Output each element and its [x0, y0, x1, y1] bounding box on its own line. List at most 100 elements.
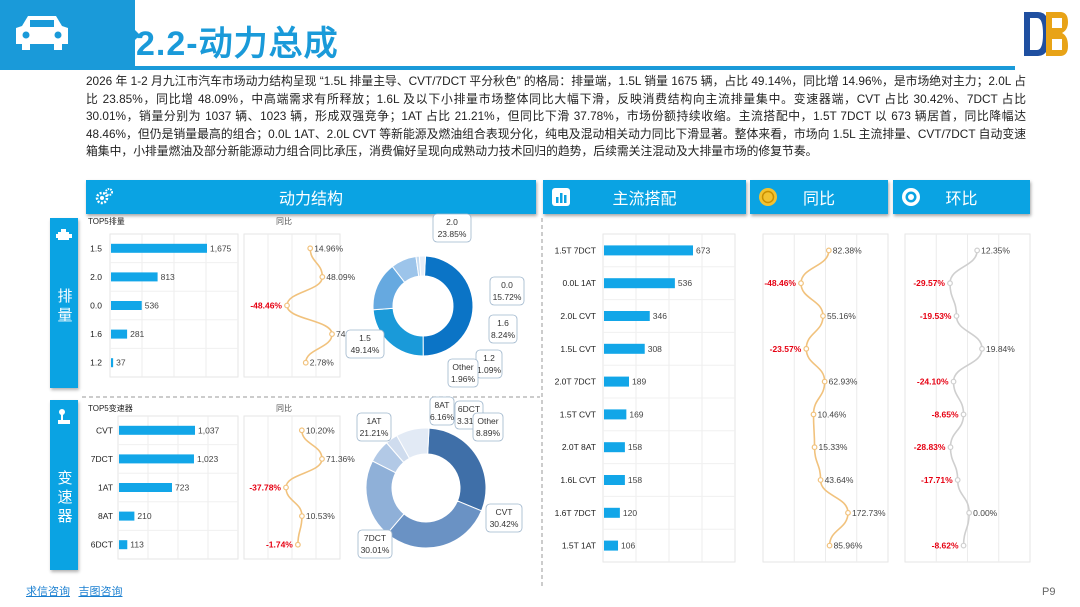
line-value-label: -48.46% — [764, 278, 796, 288]
donut-category-label: Other — [452, 362, 473, 372]
bar-category-label: 1.6L CVT — [560, 475, 596, 485]
chart-title-transmission-yoy: 同比 — [276, 403, 292, 413]
line-series — [285, 430, 323, 545]
line-value-label: 14.96% — [314, 243, 343, 253]
line-value-label: -28.83% — [914, 442, 946, 452]
line-value-label: 10.20% — [306, 425, 335, 435]
bar-category-label: 8AT — [98, 511, 113, 521]
line-value-label: 172.73% — [852, 508, 886, 518]
chart-title-displacement-yoy: 同比 — [276, 216, 292, 226]
bar-category-label: CVT — [96, 425, 113, 435]
line-series — [286, 248, 333, 363]
line-point — [845, 509, 851, 516]
line-point — [284, 302, 290, 309]
line-point — [319, 274, 326, 280]
bar-value-label: 158 — [628, 442, 642, 452]
donut-percent-label: 30.42% — [490, 519, 519, 529]
donut-slice — [422, 255, 474, 357]
line-point — [826, 542, 833, 549]
donut-category-label: 1.2 — [483, 353, 495, 363]
line-point — [947, 280, 953, 287]
line-point — [960, 542, 967, 549]
donut-percent-label: 1.09% — [477, 365, 502, 375]
donut-label-box — [357, 529, 393, 559]
line-series — [800, 250, 849, 546]
line-value-label: -19.53% — [920, 311, 952, 321]
line-value-label: -17.71% — [921, 475, 953, 485]
bar-category-label: 6DCT — [91, 540, 113, 550]
chart-top5-transmission: TOP5变速器 CVT 1,037 7DCT 1,023 1AT 723 8AT 210 6DC… — [88, 403, 239, 560]
car-icon — [16, 16, 68, 50]
line-value-label: 55.16% — [827, 311, 856, 321]
line-value-label: 10.46% — [818, 409, 847, 419]
bar-value-label: 308 — [648, 344, 662, 354]
section-mom-label: 环比 — [945, 191, 978, 208]
bar-value-label: 158 — [628, 475, 642, 485]
chart-combo-yoy: 82.38% -48.46% 55.16% -23.57% 62.93% 10.46% 15… — [762, 233, 889, 563]
brand-logo — [1024, 12, 1068, 56]
chart-transmission-yoy: 同比 10.20% 71.36% -37.78% 10.53% -1.74% — [243, 403, 355, 560]
bar-value-label: 346 — [653, 311, 667, 321]
sidebar-displacement-label: 排量 — [55, 288, 73, 326]
line-point — [302, 359, 309, 366]
sidebar-displacement: 排量 — [50, 218, 78, 388]
bar-value-label: 536 — [145, 301, 159, 311]
donut-category-label: 7DCT — [364, 533, 386, 543]
intro-paragraph: 2026 年 1-2 月九江市汽车市场动力结构呈现 “1.5L 排量主导、CVT… — [86, 74, 1026, 159]
section-divider — [82, 396, 540, 398]
bar-value-label: 210 — [137, 511, 151, 521]
chart-combo-mom: 12.35% -29.57% -19.53% 19.84% -24.10% -8.65% -… — [904, 233, 1031, 563]
line-point — [817, 477, 824, 483]
line-value-label: 43.64% — [825, 475, 854, 485]
bar — [111, 301, 142, 310]
section-power-structure: 动力结构 — [86, 180, 536, 214]
target-icon — [902, 188, 920, 206]
section-power-label: 动力结构 — [278, 191, 343, 208]
footer-link-jitu[interactable]: 吉图咨询 — [78, 586, 123, 598]
donut-percent-label: 30.01% — [361, 545, 390, 555]
line-point — [820, 313, 826, 319]
line-point — [298, 427, 305, 434]
line-value-label: -8.62% — [932, 541, 959, 551]
footer-links: 求信咨询 吉图咨询 — [26, 582, 122, 600]
line-point — [307, 245, 314, 252]
donut-category-label: 0.0 — [501, 280, 513, 290]
donut-label-box — [356, 412, 392, 442]
line-value-label: -37.78% — [249, 483, 281, 493]
line-value-label: -1.74% — [266, 540, 293, 550]
bar — [604, 376, 629, 387]
column-divider — [541, 218, 543, 586]
line-point — [798, 280, 804, 287]
bar-category-label: 1.5T CVT — [560, 409, 596, 419]
footer-link-qiuxin[interactable]: 求信咨询 — [26, 586, 70, 598]
bar-category-label: 1.5T 1AT — [562, 541, 596, 551]
chart-top5-displacement: TOP5排量 1.5 1,675 2.0 813 0.0 536 1.6 281 1.2 37 — [88, 216, 239, 378]
bar — [119, 425, 195, 435]
donut-slice — [386, 500, 483, 549]
bar — [604, 507, 620, 518]
line-value-label: -48.46% — [250, 301, 282, 311]
line-value-label: 10.53% — [306, 511, 335, 521]
donut-label-box — [488, 314, 518, 344]
donut-label-box — [485, 503, 523, 533]
donut-category-label: 1.6 — [497, 318, 509, 328]
bar-category-label: 1.2 — [90, 358, 102, 368]
bar — [119, 540, 128, 550]
section-yoy-label: 同比 — [802, 191, 835, 208]
bar — [604, 540, 619, 551]
line-point — [811, 444, 818, 451]
bar-category-label: 2.0 — [90, 272, 102, 282]
donut-category-label: 1.5 — [359, 333, 371, 343]
bar-category-label: 0.0L 1AT — [562, 278, 596, 288]
bar — [119, 454, 194, 464]
line-series — [949, 250, 983, 546]
line-value-label: 62.93% — [829, 377, 858, 387]
bar-value-label: 723 — [175, 483, 189, 493]
bar — [111, 329, 128, 339]
donut-slice — [418, 255, 427, 277]
line-value-label: 15.33% — [819, 442, 848, 452]
line-point — [283, 484, 289, 491]
donut-percent-label: 3.31% — [457, 416, 482, 426]
line-point — [810, 411, 817, 418]
